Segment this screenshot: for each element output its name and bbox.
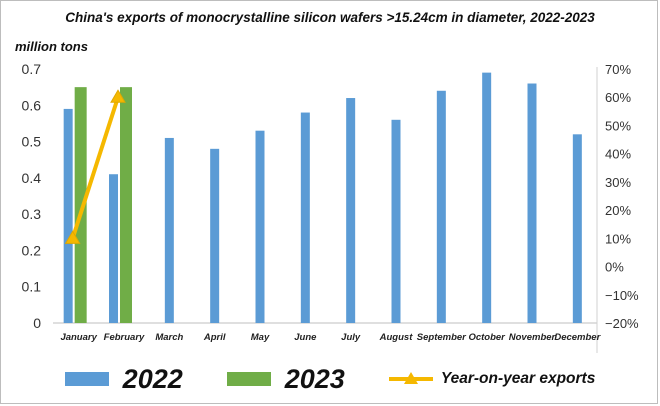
y-tick-right: 10% [605, 231, 631, 246]
x-tick-label: September [417, 332, 467, 343]
bar-2022 [482, 72, 492, 323]
x-tick-label: November [509, 332, 557, 343]
y-tick-right: 20% [605, 203, 631, 218]
x-tick-label: January [60, 332, 97, 343]
y-tick-right: 0% [605, 260, 624, 275]
chart-title: China's exports of monocrystalline silic… [65, 10, 595, 25]
bar-2022 [210, 148, 220, 323]
y-tick-right: 40% [605, 147, 631, 162]
bar-2022 [109, 174, 118, 323]
y-tick-left: 0.1 [22, 279, 42, 295]
y-tick-left: 0.7 [22, 61, 42, 77]
yoy-point-marker [110, 89, 126, 103]
legend-item-2022: 2022 [64, 363, 183, 395]
legend-label-2022: 2022 [122, 363, 183, 394]
bar-2023 [120, 87, 132, 324]
legend-item-yoy: Year-on-year exports [388, 370, 596, 388]
y-tick-right: 30% [605, 175, 631, 190]
y-tick-right: 70% [605, 62, 631, 77]
x-tick-label: July [341, 332, 361, 343]
x-tick-label: June [294, 332, 317, 343]
bar-2022 [572, 134, 582, 323]
chart-legend: 2022 2023 Year-on-year exports [1, 361, 659, 397]
y-axis-unit-label: million tons [15, 39, 88, 54]
yoy-point-marker [64, 230, 81, 244]
chart-plot: 0 0.1 0.2 0.3 0.4 0.5 0.6 0.7 −20% −10% 0% 10% 20% 3… [22, 61, 639, 353]
y-tick-right: 50% [605, 118, 631, 133]
x-tick-label: February [104, 332, 145, 343]
legend-swatch-2022 [64, 372, 109, 386]
bar-2022 [300, 112, 310, 324]
y-tick-right: −20% [605, 316, 639, 331]
y-tick-left: 0 [33, 315, 41, 331]
bar-2022 [164, 137, 174, 323]
x-tick-label: August [379, 332, 414, 343]
y-tick-left: 0.3 [22, 206, 42, 222]
legend-swatch-2023 [226, 372, 271, 386]
bar-2022 [346, 98, 356, 324]
y-tick-left: 0.2 [22, 242, 42, 258]
y-tick-right: −10% [605, 288, 639, 303]
bar-2022 [436, 90, 446, 324]
legend-label-yoy: Year-on-year exports [440, 370, 596, 387]
yoy-series-line [70, 96, 120, 239]
y-tick-left: 0.5 [22, 134, 42, 150]
x-tick-label: April [203, 332, 226, 343]
bar-2022 [391, 119, 401, 323]
bar-2022 [63, 108, 73, 324]
bar-2023 [74, 87, 87, 324]
legend-label-2023: 2023 [284, 363, 345, 394]
y-tick-right: 60% [605, 90, 631, 105]
y-tick-left: 0.6 [22, 97, 42, 113]
x-tick-label: October [468, 332, 506, 343]
x-tick-label: May [251, 332, 270, 343]
y-tick-left: 0.4 [22, 170, 42, 186]
bar-2022 [527, 83, 537, 323]
x-tick-label: December [554, 332, 601, 343]
x-tick-label: March [155, 332, 183, 343]
bar-2022 [255, 130, 265, 323]
legend-item-2023: 2023 [226, 363, 345, 395]
legend-swatch-yoy [388, 372, 433, 386]
